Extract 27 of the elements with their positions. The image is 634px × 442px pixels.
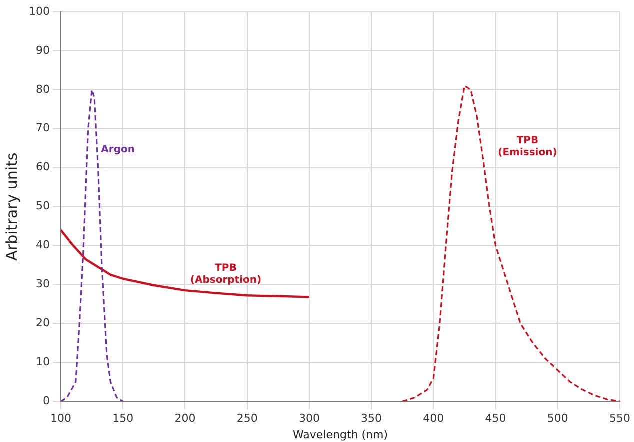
y-tick-label: 20: [36, 316, 50, 330]
series-label: TPB (Emission): [498, 136, 558, 159]
y-tick-label: 90: [36, 44, 50, 57]
x-tick-label: 300: [298, 412, 320, 426]
y-tick-label: 80: [36, 82, 50, 96]
x-tick-label: 200: [174, 412, 196, 426]
x-tick-label: 400: [423, 412, 444, 426]
x-tick-label: 350: [361, 412, 382, 426]
y-tick-label: 30: [36, 278, 50, 291]
x-tick-label: 450: [485, 412, 506, 426]
x-tick-label: 550: [610, 412, 630, 426]
series-label: Argon: [101, 144, 135, 156]
y-tick-label: 10: [36, 356, 50, 368]
x-tick-label: 150: [112, 412, 134, 426]
x-axis-title: Wavelength (nm): [292, 428, 388, 442]
x-tick-label: 100: [50, 412, 72, 426]
y-tick-label: 0: [42, 394, 50, 408]
x-tick-label: 250: [236, 412, 258, 426]
y-tick-label: 40: [36, 238, 50, 252]
line-series: [402, 85, 620, 402]
y-tick-label: 70: [36, 122, 50, 135]
y-axis-title: Arbitrary units: [2, 152, 21, 261]
x-tick-label: 500: [547, 412, 568, 426]
series-label: TPB (Absorption): [190, 262, 262, 286]
y-tick-label: 100: [28, 4, 50, 18]
y-tick-label: 50: [36, 200, 50, 213]
y-tick-label: 60: [36, 160, 50, 174]
